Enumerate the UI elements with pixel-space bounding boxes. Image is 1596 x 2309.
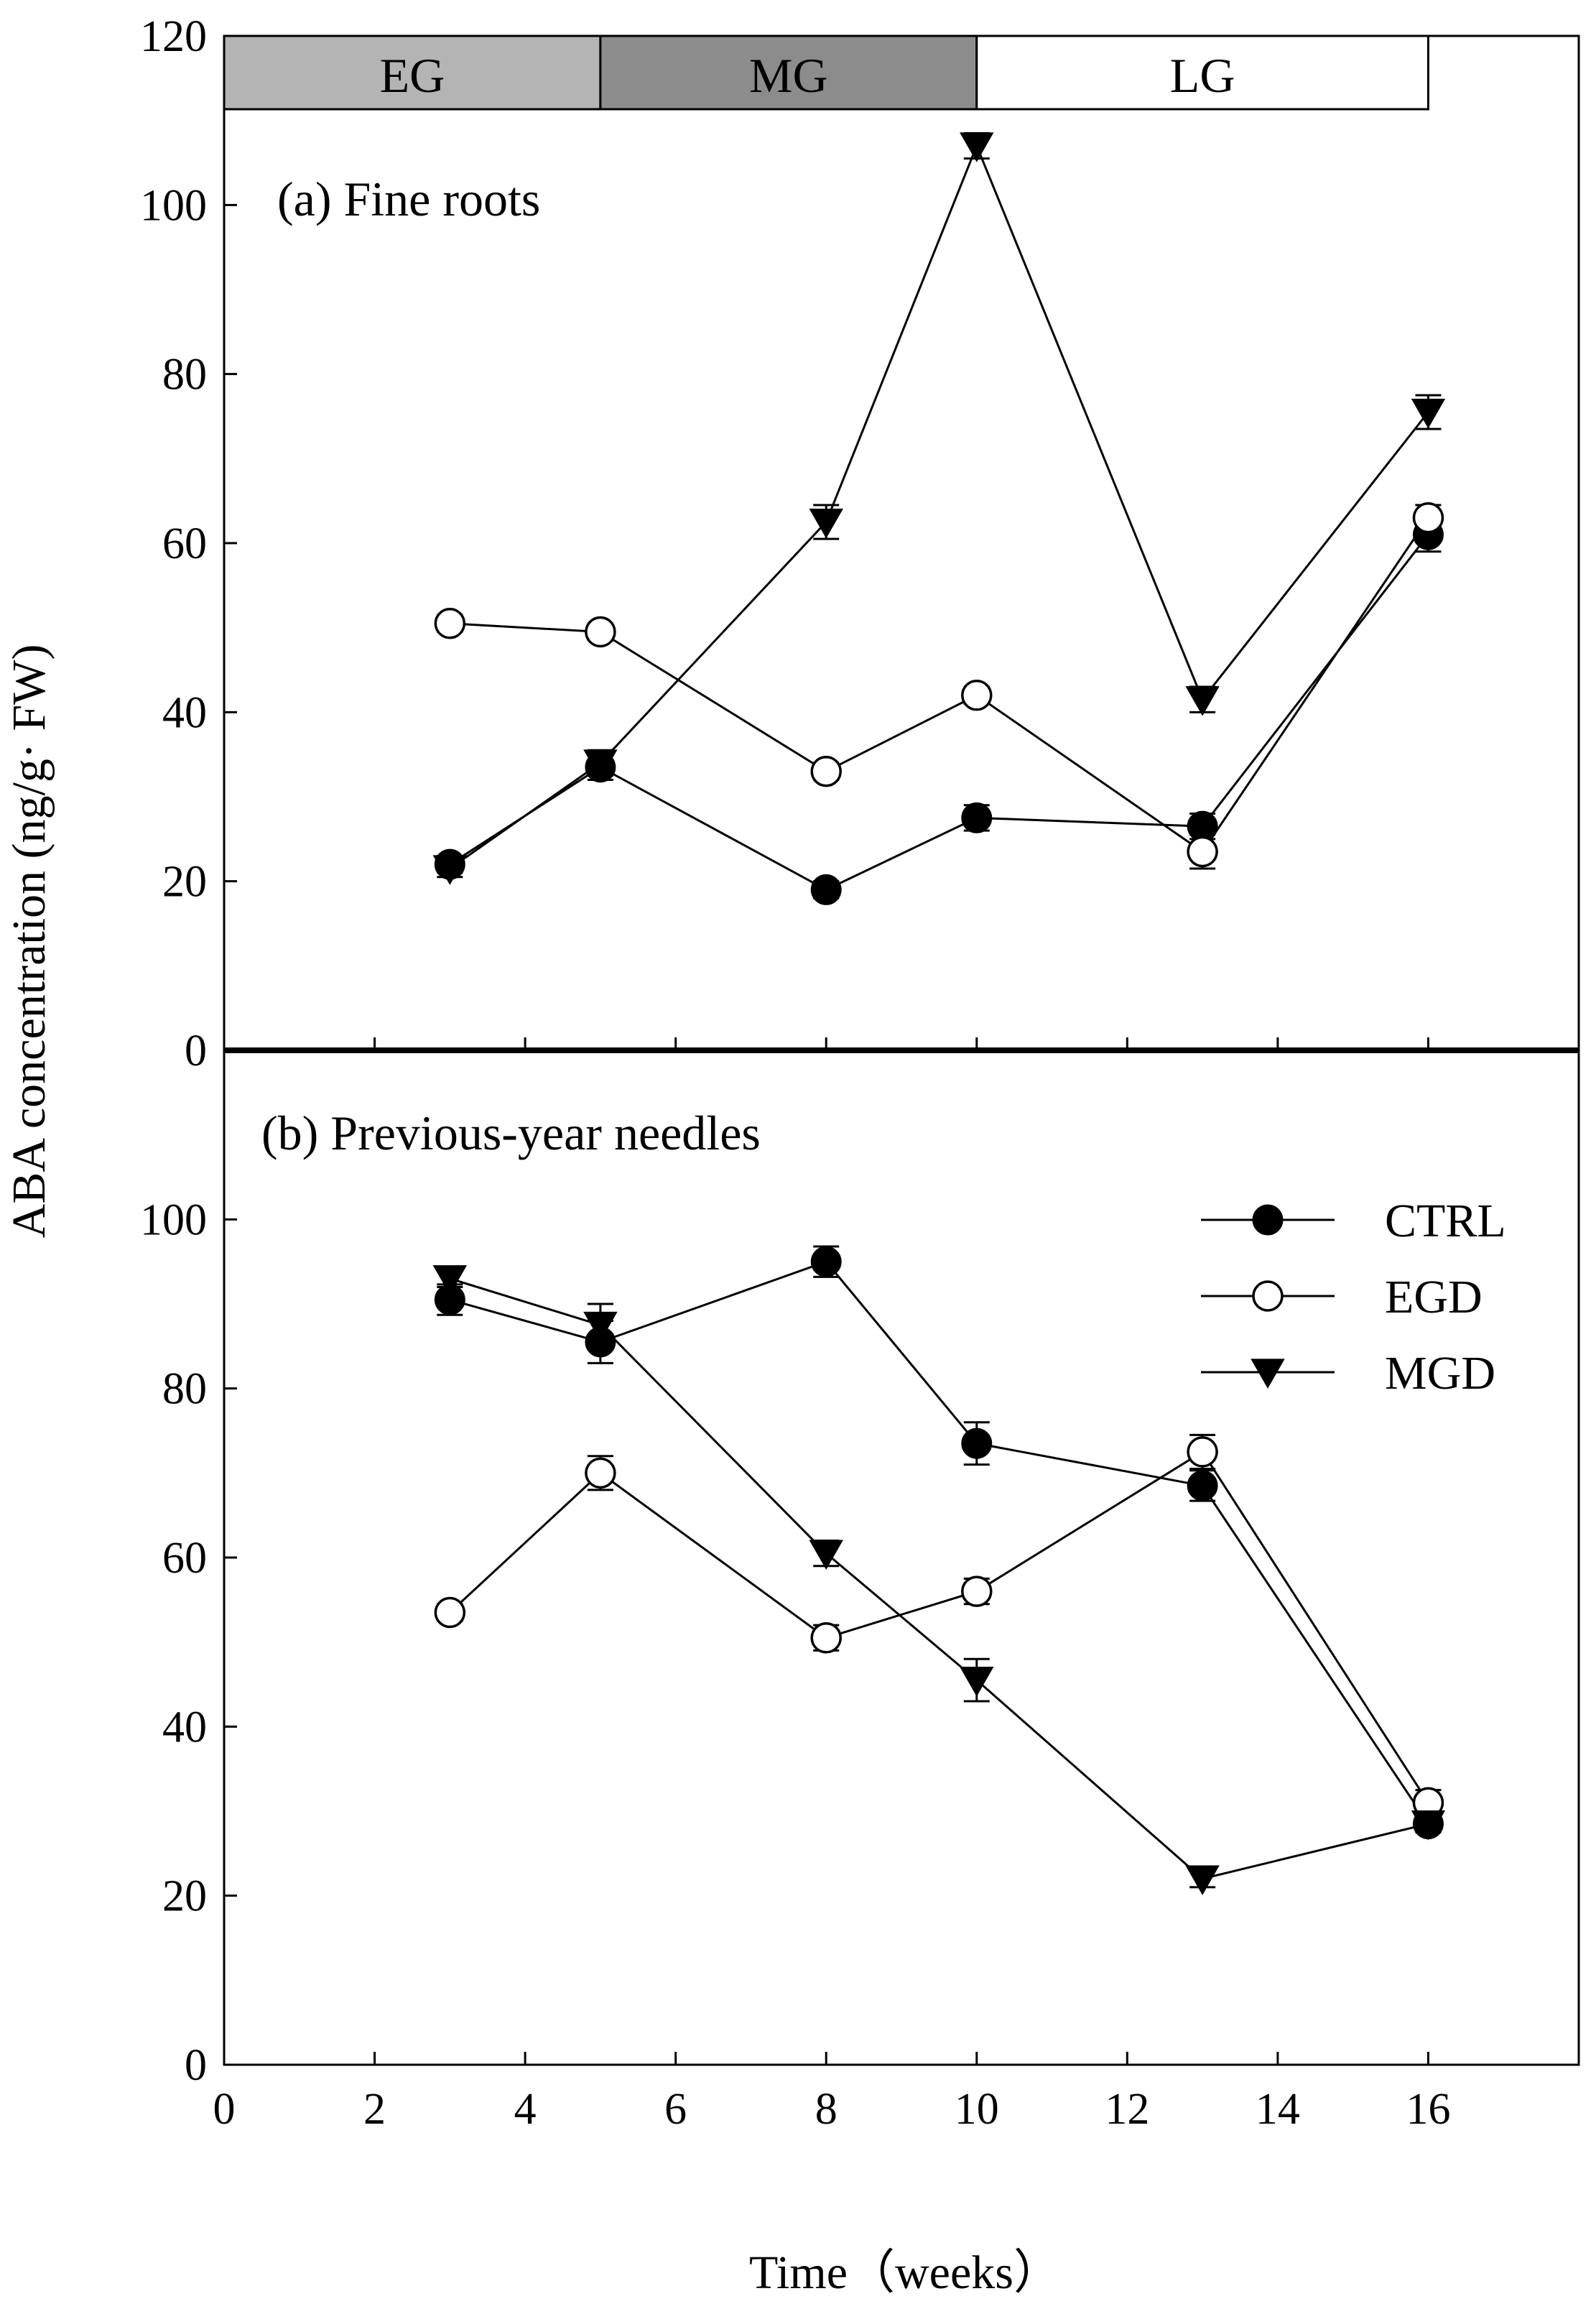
data-point-mgd bbox=[1185, 686, 1220, 716]
y-tick-label: 40 bbox=[162, 1703, 207, 1752]
data-point-egd bbox=[810, 755, 842, 787]
legend: CTRL EGD MGD bbox=[1201, 1195, 1506, 1399]
data-point-ctrl bbox=[961, 1427, 993, 1459]
legend-label: MGD bbox=[1385, 1347, 1495, 1399]
series-line-ctrl bbox=[449, 534, 1429, 892]
stage-label-lg: LG bbox=[1170, 48, 1235, 103]
data-point-egd bbox=[585, 1457, 616, 1489]
panel-previous-year-needles: 0 20 40 60 80 100 (b) Previous-year needles bbox=[140, 1047, 1580, 2090]
x-tick-label: 12 bbox=[1105, 2085, 1149, 2134]
x-tick-label: 6 bbox=[664, 2085, 687, 2134]
data-point-mgd bbox=[809, 508, 843, 539]
y-axis-title: ABA concentration (ng/g· FW) bbox=[3, 644, 55, 1239]
y-tick-label: 120 bbox=[140, 12, 207, 61]
legend-marker bbox=[1252, 1280, 1284, 1312]
y-tick-label: 100 bbox=[140, 1195, 207, 1244]
y-tick-label: 60 bbox=[162, 519, 207, 568]
x-axis-title: Time（weeks） bbox=[749, 2246, 1061, 2299]
data-point-ctrl bbox=[810, 874, 842, 905]
data-point-mgd bbox=[583, 1311, 618, 1342]
data-point-mgd bbox=[960, 132, 994, 162]
data-point-mgd bbox=[583, 749, 618, 779]
legend-marker bbox=[1252, 1204, 1284, 1236]
y-tick-label: 40 bbox=[162, 688, 207, 737]
x-tick-label: 4 bbox=[514, 2085, 537, 2134]
growth-stage-bar: EG MG LG bbox=[223, 34, 1429, 111]
data-point-mgd bbox=[960, 1667, 994, 1697]
data-point-ctrl bbox=[810, 1246, 842, 1277]
series-line-mgd bbox=[449, 1277, 1429, 1880]
y-tick-label: 20 bbox=[162, 1872, 207, 1921]
y-tick-label: 80 bbox=[162, 351, 207, 399]
data-point-ctrl bbox=[961, 802, 993, 833]
data-point-mgd bbox=[809, 1540, 843, 1570]
data-point-egd bbox=[961, 1575, 993, 1607]
x-tick-label: 14 bbox=[1256, 2085, 1300, 2134]
series-mgd bbox=[432, 1265, 1446, 1896]
legend-item-egd: EGD bbox=[1201, 1271, 1483, 1323]
x-tick-label: 10 bbox=[955, 2085, 999, 2134]
data-point-egd bbox=[810, 1622, 842, 1654]
x-tick-label: 0 bbox=[213, 2085, 236, 2134]
data-point-egd bbox=[1187, 836, 1218, 868]
data-point-mgd bbox=[432, 855, 468, 885]
series-mgd bbox=[432, 131, 1446, 885]
series-line-egd bbox=[449, 1450, 1429, 1804]
panel-title: (a) Fine roots bbox=[277, 172, 540, 226]
stage-box-eg bbox=[223, 34, 602, 111]
x-tick-label: 2 bbox=[363, 2085, 386, 2134]
data-point-mgd bbox=[1411, 399, 1446, 429]
legend-label: EGD bbox=[1385, 1271, 1483, 1323]
x-tick-label: 8 bbox=[815, 2085, 838, 2134]
y-tick-label: 60 bbox=[162, 1534, 207, 1583]
y-tick-label: 0 bbox=[185, 1027, 207, 1075]
data-point-egd bbox=[434, 1596, 466, 1629]
series-line-ctrl bbox=[449, 1260, 1429, 1825]
series-egd bbox=[434, 1433, 1444, 1818]
series-egd bbox=[434, 501, 1444, 870]
data-point-egd bbox=[585, 616, 616, 648]
y-tick-label: 100 bbox=[140, 181, 207, 230]
y-tick-label: 0 bbox=[185, 2041, 207, 2090]
y-tick-label: 20 bbox=[162, 858, 207, 907]
data-point-mgd bbox=[1185, 1865, 1220, 1896]
series-ctrl bbox=[434, 517, 1444, 905]
data-point-mgd bbox=[432, 1265, 468, 1295]
x-tick-label: 16 bbox=[1406, 2085, 1450, 2134]
y-tick-label: 80 bbox=[162, 1365, 207, 1414]
stage-label-eg: EG bbox=[380, 48, 445, 103]
data-point-egd bbox=[434, 608, 466, 639]
data-point-egd bbox=[1187, 1436, 1218, 1468]
data-point-ctrl bbox=[1187, 1470, 1218, 1501]
series-line-egd bbox=[450, 517, 1429, 853]
panel-frame bbox=[223, 1049, 1580, 2066]
stage-label-mg: MG bbox=[749, 48, 828, 103]
legend-marker bbox=[1251, 1359, 1285, 1389]
legend-label: CTRL bbox=[1385, 1195, 1506, 1247]
series-line-mgd bbox=[449, 142, 1429, 870]
legend-item-mgd: MGD bbox=[1201, 1347, 1495, 1399]
panel-fine-roots: 0 20 40 60 80 100 120 (a) Fine roots bbox=[140, 12, 1580, 1075]
x-axis: 0 2 4 6 8 10 12 14 16 bbox=[213, 2085, 1451, 2134]
legend-item-ctrl: CTRL bbox=[1201, 1195, 1506, 1247]
data-point-egd bbox=[1412, 501, 1444, 534]
data-point-egd bbox=[961, 680, 993, 711]
data-point-mgd bbox=[1411, 1810, 1446, 1841]
panel-title: (b) Previous-year needles bbox=[261, 1106, 761, 1160]
series-ctrl bbox=[434, 1245, 1444, 1840]
stage-box-mg bbox=[599, 34, 978, 111]
